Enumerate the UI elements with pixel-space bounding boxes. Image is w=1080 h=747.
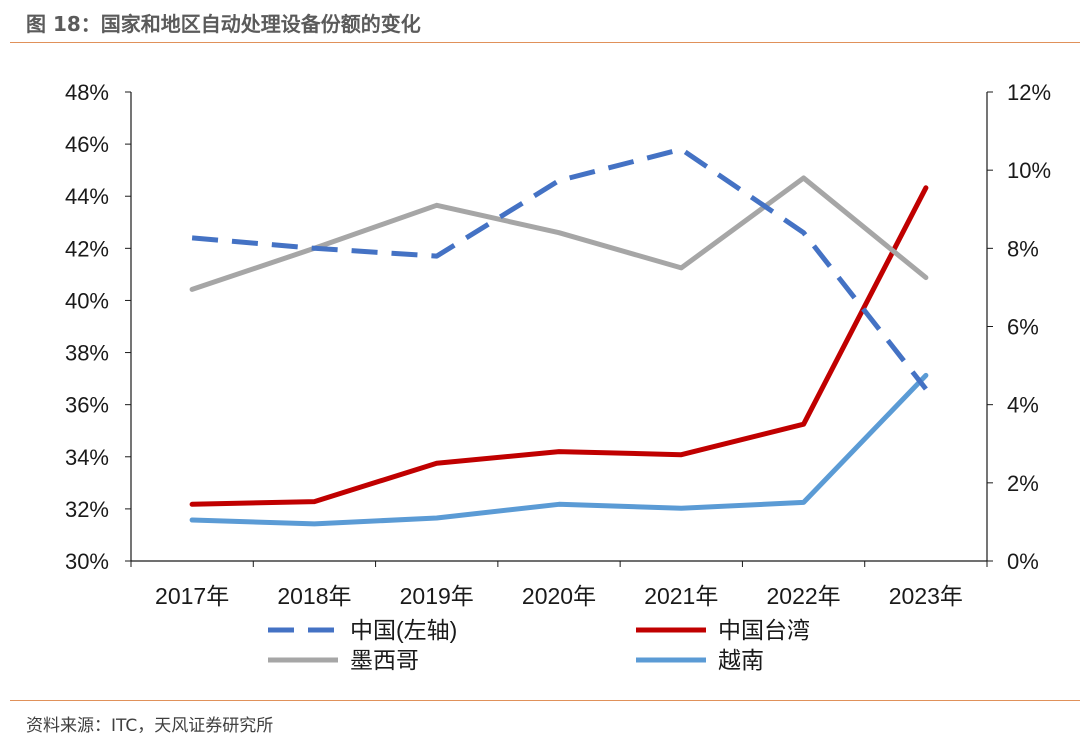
- right-tick-label: 8%: [1007, 236, 1039, 261]
- left-tick-label: 32%: [65, 497, 109, 522]
- right-tick-label: 6%: [1007, 315, 1039, 340]
- series-line: [189, 185, 929, 507]
- left-tick-label: 46%: [65, 132, 109, 157]
- x-tick-label: 2020年: [522, 583, 596, 609]
- x-tick-label: 2021年: [644, 583, 718, 609]
- x-tick-label: 2018年: [277, 583, 351, 609]
- legend-label: 越南: [718, 647, 764, 673]
- legend-label: 墨西哥: [350, 647, 419, 673]
- series-line: [189, 175, 929, 292]
- figure-title: 图 18：国家和地区自动处理设备份额的变化: [26, 12, 421, 36]
- right-tick-label: 10%: [1007, 158, 1051, 183]
- right-tick-label: 2%: [1007, 471, 1039, 496]
- series-line: [189, 372, 929, 527]
- left-tick-label: 48%: [65, 80, 109, 105]
- series-line: [191, 146, 928, 391]
- legend-label: 中国(左轴): [350, 617, 457, 643]
- left-tick-label: 36%: [65, 393, 109, 418]
- right-tick-label: 4%: [1007, 393, 1039, 418]
- x-tick-label: 2022年: [766, 583, 840, 609]
- header-divider: [10, 42, 1080, 43]
- left-tick-label: 30%: [65, 549, 109, 574]
- footer-divider: [10, 700, 1080, 701]
- right-tick-label: 12%: [1007, 80, 1051, 105]
- left-tick-label: 44%: [65, 184, 109, 209]
- left-tick-label: 34%: [65, 445, 109, 470]
- x-tick-label: 2023年: [889, 583, 963, 609]
- right-tick-label: 0%: [1007, 549, 1039, 574]
- left-tick-label: 38%: [65, 341, 109, 366]
- left-tick-label: 42%: [65, 236, 109, 261]
- source-note: 资料来源：ITC，天风证券研究所: [26, 716, 274, 736]
- x-tick-label: 2019年: [400, 583, 474, 609]
- left-tick-label: 40%: [65, 288, 109, 313]
- line-chart: 30% 32% 34% 36% 38% 40% 42% 44% 46% 48% 0% 2% 4% 6% 8%…: [65, 80, 1051, 673]
- legend-label: 中国台湾: [718, 617, 810, 643]
- x-tick-label: 2017年: [155, 583, 229, 609]
